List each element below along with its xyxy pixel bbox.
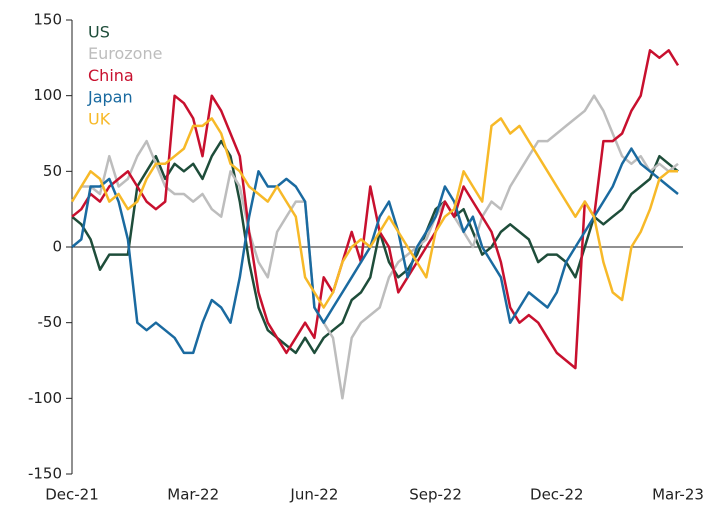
- x-tick-label: Dec-22: [530, 486, 584, 504]
- y-tick-label: 100: [33, 86, 62, 104]
- y-tick-label: -150: [28, 465, 62, 483]
- x-tick-label: Sep-22: [409, 486, 462, 504]
- legend-label: UK: [88, 109, 111, 128]
- x-tick-label: Mar-23: [652, 486, 704, 504]
- legend-label: US: [88, 23, 110, 42]
- legend-label: Eurozone: [88, 44, 162, 63]
- x-tick-label: Jun-22: [289, 486, 338, 504]
- x-tick-label: Dec-21: [45, 486, 99, 504]
- legend-label: China: [88, 66, 134, 85]
- series-line: [71, 147, 679, 355]
- legend-label: Japan: [87, 88, 133, 107]
- series-line: [70, 117, 678, 309]
- y-tick-label: -50: [38, 313, 63, 331]
- series-line: [70, 94, 679, 400]
- y-tick-label: 150: [33, 11, 62, 29]
- y-tick-label: 50: [43, 162, 62, 180]
- x-tick-label: Mar-22: [167, 486, 219, 504]
- series-line: [71, 139, 679, 355]
- y-tick-label: -100: [28, 389, 62, 407]
- series-line: [71, 49, 680, 370]
- y-tick-label: 0: [52, 238, 62, 256]
